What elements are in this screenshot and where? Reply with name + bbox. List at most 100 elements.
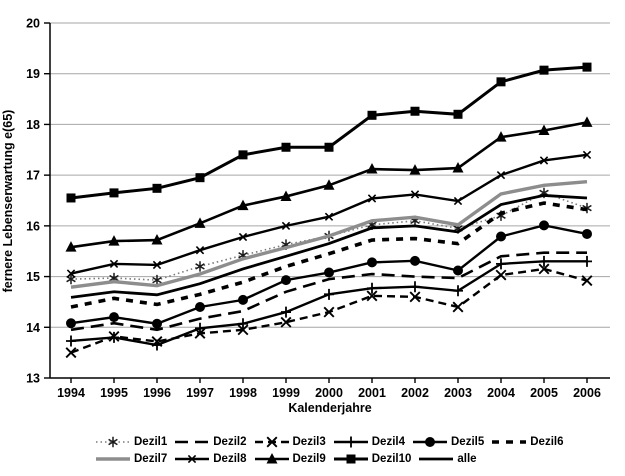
legend-label: Dezil1	[134, 436, 168, 448]
legend-item-dezil1: Dezil1	[95, 435, 167, 449]
series-marker-square	[195, 173, 205, 183]
legend-sample	[96, 457, 130, 461]
series-marker-X	[266, 436, 277, 448]
series-marker-plus	[539, 255, 549, 267]
series-dezil6	[70, 201, 588, 309]
chart-legend: Dezil1 Dezil2 Dezil3 Dezil4 Dezil5 Dezil6 Dez…	[95, 435, 595, 469]
legend-item-dezil6: Dezil6	[491, 435, 564, 449]
series-marker-circle	[539, 220, 549, 231]
x-tick-label: 2005	[530, 386, 558, 400]
series-dezil5	[66, 220, 592, 329]
series-marker-triangle	[495, 131, 507, 142]
legend-sample	[333, 436, 368, 448]
legend-sample	[175, 454, 210, 464]
y-tick-label: 16	[26, 219, 40, 233]
legend-item-alle: alle	[418, 452, 477, 466]
legend-row-2: Dezil7 Dezil8 Dezil9 Dezil10 alle	[95, 452, 595, 466]
legend-label: Dezil2	[213, 436, 247, 448]
y-tick-label: 13	[26, 372, 40, 386]
legend-label: Dezil10	[371, 453, 412, 465]
x-tick-label: 2000	[315, 386, 343, 400]
series-marker-triangle	[323, 179, 335, 190]
series-marker-X	[495, 269, 507, 281]
series-marker-star	[152, 274, 162, 286]
series-marker-triangle	[108, 235, 120, 246]
legend-label: alle	[457, 453, 477, 465]
x-tick-label: 1995	[100, 386, 128, 400]
series-marker-x	[410, 190, 420, 199]
legend-label: Dezil9	[292, 453, 326, 465]
series-marker-x	[324, 212, 334, 221]
series-marker-circle	[425, 437, 435, 447]
legend-item-dezil3: Dezil3	[254, 435, 326, 449]
series-marker-x	[238, 232, 248, 242]
series-line	[70, 201, 588, 309]
series-marker-x	[66, 269, 76, 278]
series-line	[70, 153, 588, 275]
series-marker-circle	[324, 267, 334, 278]
series-marker-x	[496, 170, 506, 180]
x-tick-label: 2003	[444, 386, 472, 400]
x-tick-label: 1997	[186, 386, 214, 400]
series-marker-plus	[195, 322, 205, 334]
legend-label: Dezil6	[530, 436, 564, 448]
legend-label: Dezil3	[292, 436, 326, 448]
legend-row-1: Dezil1 Dezil2 Dezil3 Dezil4 Dezil5 Dezil6	[95, 435, 595, 449]
x-tick-label: 2004	[487, 386, 515, 400]
series-marker-plus	[367, 282, 377, 294]
x-tick-label: 1996	[143, 386, 171, 400]
series-line	[70, 180, 588, 289]
series-marker-plus	[345, 436, 356, 448]
series-marker-x	[152, 260, 162, 270]
line-chart-canvas: 20 19 18 17 16 15 14 13 1994 1995 1996 1997 1998 1999…	[26, 17, 610, 400]
series-line	[70, 194, 588, 299]
series-marker-circle	[152, 318, 162, 329]
legend-item-dezil5: Dezil5	[412, 435, 484, 449]
legend-sample	[333, 454, 368, 464]
x-tick-label: 2002	[401, 386, 429, 400]
legend-item-dezil4: Dezil4	[333, 435, 405, 449]
x-axis-title: Kalenderjahre	[288, 401, 372, 415]
x-tick-label: 2006	[573, 386, 601, 400]
series-marker-circle	[496, 231, 506, 242]
series-marker-circle	[410, 255, 420, 266]
legend-item-dezil9: Dezil9	[254, 452, 326, 466]
series-dezil4	[66, 255, 592, 351]
x-tick-label: 1999	[272, 386, 300, 400]
series-marker-circle	[582, 228, 592, 239]
y-tick-label: 18	[26, 118, 40, 132]
series-marker-x	[453, 196, 463, 206]
series-marker-plus	[109, 331, 119, 343]
series-marker-triangle	[538, 124, 550, 136]
series-marker-circle	[66, 318, 76, 329]
legend-sample	[419, 457, 454, 461]
series-line	[70, 251, 587, 332]
series-dezil9	[65, 116, 593, 252]
legend-item-dezil2: Dezil2	[174, 435, 247, 449]
series-marker-square	[324, 142, 334, 152]
series-marker-star	[66, 273, 76, 285]
series-marker-triangle	[581, 116, 593, 127]
legend-label: Dezil5	[451, 436, 485, 448]
series-line	[70, 65, 588, 200]
series-marker-circle	[281, 275, 291, 286]
x-tick-label: 1994	[57, 386, 85, 400]
series-marker-x	[109, 259, 119, 269]
series-marker-x	[539, 156, 549, 165]
series-marker-square	[410, 106, 420, 116]
series-marker-X	[65, 347, 77, 359]
series-marker-circle	[238, 294, 248, 305]
series-marker-X	[581, 275, 593, 287]
series-marker-square	[539, 65, 549, 75]
legend-sample	[175, 440, 210, 444]
series-marker-X	[538, 263, 550, 275]
series-marker-plus	[582, 255, 592, 267]
legend-sample	[254, 453, 289, 464]
legend-item-dezil8: Dezil8	[174, 452, 247, 466]
series-marker-triangle	[151, 234, 163, 245]
series-marker-X	[237, 324, 249, 336]
y-tick-label: 20	[26, 17, 40, 31]
series-marker-X	[452, 301, 464, 313]
series-marker-triangle	[452, 162, 464, 173]
series-marker-square	[453, 109, 463, 119]
